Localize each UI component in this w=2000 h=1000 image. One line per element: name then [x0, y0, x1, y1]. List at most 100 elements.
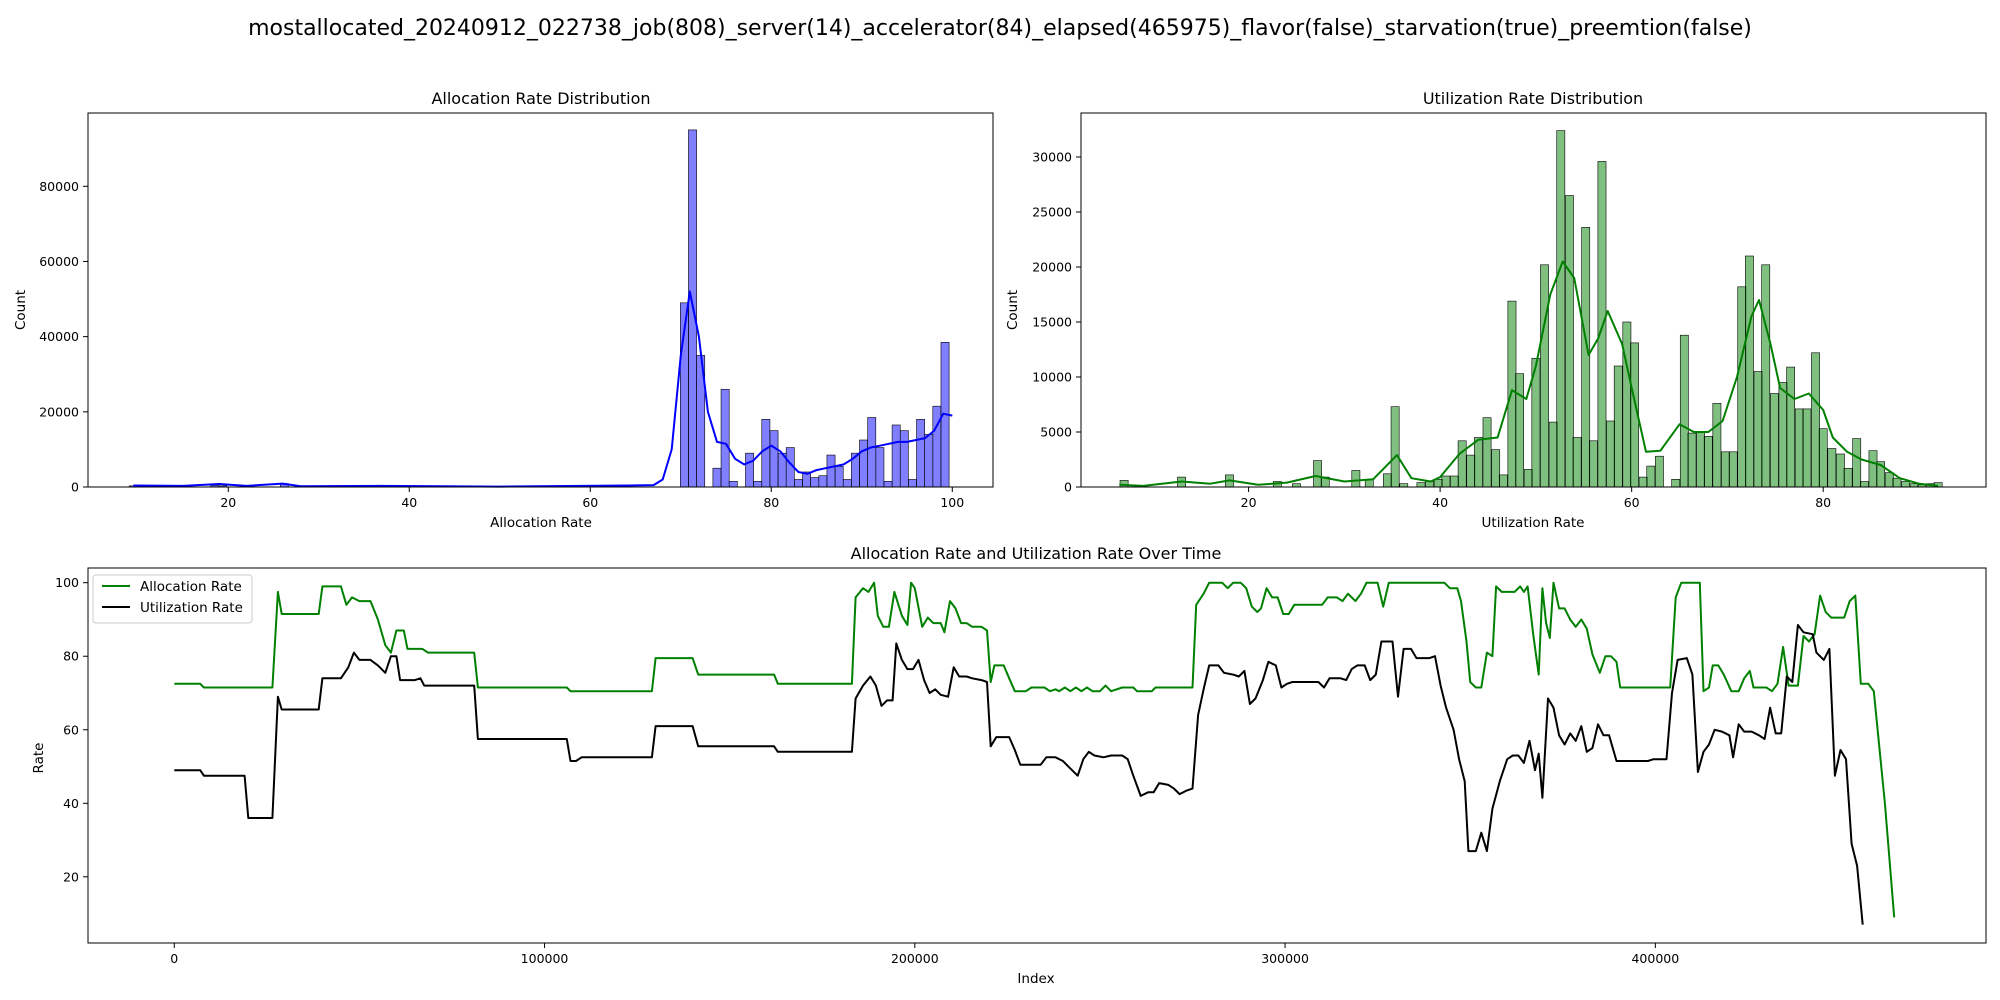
utilization-histogram-bar	[1565, 195, 1574, 488]
utilization-histogram-bar	[1892, 477, 1902, 488]
utilization-histogram-bar	[1818, 428, 1828, 488]
allocation-histogram-bar	[769, 430, 779, 488]
time-y-tick-label: 80	[63, 649, 79, 664]
rates-over-time-panel: Allocation Rate and Utilization Rate Ove…	[31, 544, 1987, 987]
allocation-histogram-bar	[745, 452, 754, 488]
utilization-histogram-bar	[1753, 371, 1763, 488]
allocation-y-tick-label: 40000	[39, 329, 79, 344]
utilization-histogram-bar	[1671, 478, 1681, 488]
utilization-histogram-bar	[1827, 448, 1837, 488]
allocation-y-tick-label: 20000	[39, 404, 79, 419]
utilization-histogram-bar	[1390, 406, 1400, 488]
utilization-histogram-bar	[1523, 469, 1533, 488]
allocation-x-tick-label: 40	[401, 495, 417, 510]
utilization-histogram-bar	[1794, 408, 1804, 488]
utilization-histogram-bar	[1901, 481, 1910, 488]
legend-utilization-label: Utilization Rate	[140, 600, 243, 616]
utilization-histogram-bar	[1868, 450, 1878, 488]
utilization-histogram-bar	[1778, 382, 1788, 488]
allocation-x-tick-label: 100	[940, 495, 964, 510]
allocation-y-label: Count	[13, 290, 29, 330]
utilization-histogram-bar	[1745, 255, 1754, 488]
time-x-tick-label: 300000	[1261, 951, 1309, 966]
time-x-tick-label: 400000	[1631, 951, 1679, 966]
allocation-histogram-bar	[712, 467, 722, 488]
utilization-histogram-bar	[1556, 130, 1566, 488]
utilization-histogram-bar	[1703, 436, 1713, 488]
legend-box	[92, 574, 253, 624]
allocation-y-ticks: 0 20000 40000 60000 80000	[39, 179, 88, 495]
utilization-x-tick-label: 80	[1815, 495, 1831, 510]
allocation-histogram-bar	[826, 454, 836, 488]
time-axes-frame	[87, 567, 1987, 944]
utilization-histogram-bar	[1515, 373, 1524, 488]
utilization-histogram-bar	[1540, 264, 1549, 488]
utilization-histogram-bar	[1491, 449, 1501, 488]
utilization-x-tick-label: 40	[1432, 495, 1448, 510]
time-y-tick-label: 20	[63, 869, 79, 884]
utilization-histogram-panel: Utilization Rate Distribution 20 40 60 80 0…	[1005, 89, 1987, 531]
time-legend: Allocation Rate Utilization Rate	[92, 574, 253, 624]
utilization-y-ticks: 0 5000 10000 15000 20000 25000 30000	[1032, 150, 1081, 495]
utilization-histogram-bar	[1728, 451, 1738, 488]
utilization-x-tick-label: 20	[1241, 495, 1257, 510]
allocation-histogram-bar	[908, 479, 917, 488]
utilization-histogram-bar	[1606, 420, 1615, 488]
utilization-histogram-bar	[1613, 365, 1623, 488]
utilization-rate-line	[174, 624, 1864, 925]
utilization-y-tick-label: 25000	[1032, 205, 1072, 220]
utilization-histogram-bar	[1450, 475, 1459, 488]
utilization-histogram-bar	[1457, 440, 1467, 488]
utilization-histogram-bar	[1802, 408, 1812, 488]
utilization-histogram-bar	[1696, 431, 1705, 488]
allocation-histogram-bar	[875, 447, 885, 488]
utilization-histogram-bar	[1638, 476, 1648, 488]
utilization-kde-curve	[1119, 260, 1939, 487]
utilization-y-tick-label: 30000	[1032, 150, 1072, 165]
utilization-x-ticks: 20 40 60 80	[1241, 487, 1831, 510]
allocation-histogram-bar	[834, 466, 844, 488]
utilization-kde-group	[1119, 260, 1939, 487]
allocation-x-tick-label: 20	[220, 495, 236, 510]
allocation-x-tick-label: 80	[763, 495, 779, 510]
allocation-histogram-bar	[842, 479, 852, 488]
allocation-histogram-bar	[794, 479, 803, 488]
allocation-histogram-bar	[753, 481, 763, 488]
rates-over-time-title: Allocation Rate and Utilization Rate Ove…	[851, 544, 1222, 563]
utilization-histogram-bar	[1433, 478, 1443, 488]
utilization-histogram-bar	[1646, 465, 1656, 488]
utilization-histogram-bar	[1313, 460, 1322, 488]
utilization-histogram-bar	[1721, 451, 1730, 488]
utilization-histogram-bar	[1860, 481, 1869, 488]
time-y-label: Rate	[31, 743, 47, 774]
utilization-histogram-title: Utilization Rate Distribution	[1423, 89, 1643, 108]
utilization-histogram-bar	[1811, 352, 1820, 488]
allocation-y-tick-label: 0	[71, 480, 79, 495]
utilization-histogram-bar	[1588, 440, 1598, 488]
utilization-histogram-bar	[1769, 393, 1779, 488]
allocation-histogram-bar	[883, 481, 893, 488]
allocation-histogram-bar	[891, 424, 901, 488]
utilization-histogram-bar	[1884, 472, 1894, 488]
utilization-histogram-bar	[1836, 453, 1845, 488]
time-y-ticks: 20 40 60 80 100	[55, 575, 88, 884]
allocation-x-tick-label: 60	[582, 495, 598, 510]
time-x-tick-label: 100000	[521, 951, 569, 966]
time-x-tick-label: 0	[170, 951, 178, 966]
allocation-histogram-panel: Allocation Rate Distribution 20 40 60 80 100…	[13, 89, 994, 531]
allocation-y-tick-label: 80000	[39, 179, 79, 194]
utilization-histogram-bar	[1572, 437, 1582, 488]
allocation-histogram-bar	[899, 430, 909, 488]
utilization-histogram-bar	[1507, 300, 1517, 488]
utilization-histogram-bar	[1548, 421, 1558, 488]
utilization-histogram-bar	[1498, 474, 1508, 488]
utilization-axes-frame	[1080, 112, 1987, 488]
allocation-x-ticks: 20 40 60 80 100	[220, 487, 964, 510]
allocation-axes-frame	[87, 112, 994, 488]
utilization-y-tick-label: 5000	[1040, 425, 1072, 440]
allocation-histogram-bar	[867, 417, 877, 488]
utilization-histogram-bar	[1687, 432, 1697, 488]
utilization-histogram-bar	[1852, 438, 1862, 488]
utilization-x-label: Utilization Rate	[1482, 515, 1585, 531]
utilization-histogram-bar	[1679, 334, 1689, 488]
